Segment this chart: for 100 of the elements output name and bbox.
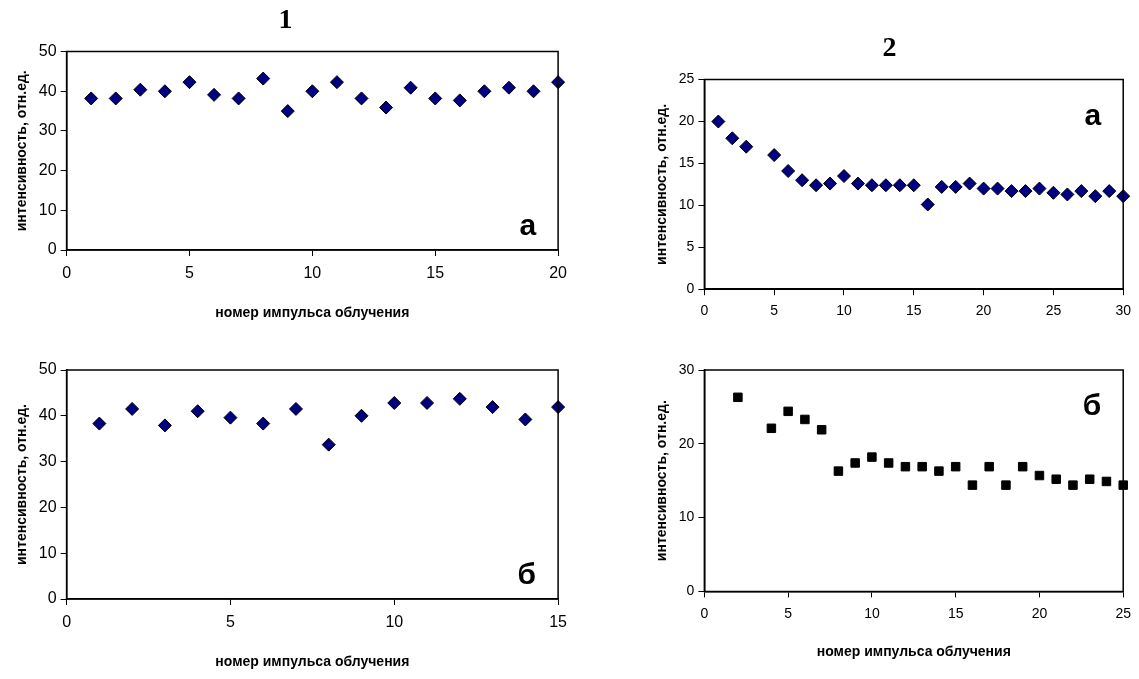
point [84, 91, 99, 106]
point [1060, 187, 1075, 202]
point [711, 114, 726, 129]
annotation: а [519, 208, 537, 242]
point [917, 461, 927, 472]
point [207, 87, 222, 102]
chart-title: 2 [882, 31, 897, 63]
x-tick-label: 15 [906, 302, 922, 319]
x-tick-label: 25 [1045, 302, 1062, 319]
point [1118, 480, 1128, 490]
point [1102, 184, 1117, 199]
point [809, 178, 824, 193]
point [125, 401, 140, 416]
point [1018, 184, 1033, 199]
y-tick-label: 0 [686, 582, 695, 599]
point [1046, 185, 1061, 200]
point [934, 179, 949, 194]
point [1068, 480, 1078, 490]
point [816, 425, 827, 435]
y-tick-label: 30 [38, 452, 57, 470]
y-tick-label: 50 [38, 360, 57, 378]
y-tick-label: 10 [38, 200, 57, 218]
y-tick-label: 0 [47, 589, 57, 607]
y-tick-label: 20 [38, 497, 57, 515]
point [403, 80, 418, 95]
y-tick-label: 20 [678, 112, 695, 129]
point [452, 391, 467, 406]
point [92, 416, 107, 431]
y-tick-label: 50 [38, 42, 57, 60]
y-axis-title: интенсивность, отн.ед. [653, 103, 670, 265]
y-tick-label: 30 [38, 121, 57, 139]
point [157, 84, 172, 99]
point [850, 458, 860, 468]
point [288, 401, 303, 416]
x-axis-title: номер импульса облучения [215, 653, 410, 670]
x-tick-label: 5 [784, 604, 793, 621]
point [962, 176, 977, 191]
x-tick-label: 10 [303, 264, 322, 282]
point [892, 178, 907, 193]
y-tick-label: 40 [38, 81, 57, 99]
point [477, 84, 492, 99]
point [867, 452, 877, 462]
point [920, 197, 935, 212]
point [725, 131, 740, 146]
point [878, 178, 893, 193]
x-tick-label: 15 [549, 613, 568, 631]
x-tick-label: 5 [225, 613, 235, 631]
point [967, 480, 978, 490]
x-tick-label: 10 [836, 302, 852, 319]
x-axis-title: номер импульса облучения [215, 304, 410, 321]
point [733, 392, 743, 403]
point [766, 423, 777, 434]
x-tick-label: 0 [62, 264, 72, 282]
y-tick-label: 10 [38, 543, 57, 561]
point [1051, 474, 1061, 484]
point [190, 404, 205, 419]
point [883, 458, 894, 468]
point [1101, 476, 1112, 487]
point [1032, 181, 1047, 196]
point [1088, 189, 1103, 204]
point [501, 80, 516, 95]
annotation: б [1082, 388, 1102, 422]
x-axis-title: номер импульса облучения [816, 643, 1011, 660]
point [321, 437, 336, 452]
x-tick-label: 25 [1115, 604, 1132, 621]
point [976, 181, 991, 196]
point [108, 91, 123, 106]
y-tick-label: 15 [678, 154, 695, 171]
y-tick-label: 5 [686, 238, 695, 255]
point [739, 139, 754, 154]
point [1084, 474, 1095, 484]
y-tick-label: 0 [686, 280, 695, 297]
y-tick-label: 20 [678, 434, 695, 451]
point [256, 71, 271, 86]
point [354, 408, 369, 423]
point [231, 91, 246, 106]
point [833, 466, 844, 476]
point [783, 406, 793, 417]
y-tick-label: 10 [678, 196, 695, 213]
x-tick-label: 0 [700, 604, 709, 621]
point [850, 176, 865, 191]
x-tick-label: 20 [975, 302, 992, 319]
y-axis-title: интенсивность, отн.ед. [13, 70, 30, 232]
y-tick-label: 30 [678, 360, 695, 377]
point [280, 104, 295, 119]
x-tick-label: 20 [549, 264, 568, 282]
x-tick-label: 30 [1115, 302, 1132, 319]
point [1017, 461, 1028, 472]
point [990, 181, 1005, 196]
point [984, 461, 994, 472]
point [781, 163, 796, 178]
point [329, 75, 344, 90]
point [906, 178, 921, 193]
x-tick-label: 20 [1031, 604, 1048, 621]
point [518, 412, 533, 427]
point [836, 169, 851, 184]
point [1004, 184, 1019, 199]
x-tick-label: 10 [385, 613, 404, 631]
x-tick-label: 5 [770, 302, 779, 319]
annotation: а [1084, 97, 1102, 131]
